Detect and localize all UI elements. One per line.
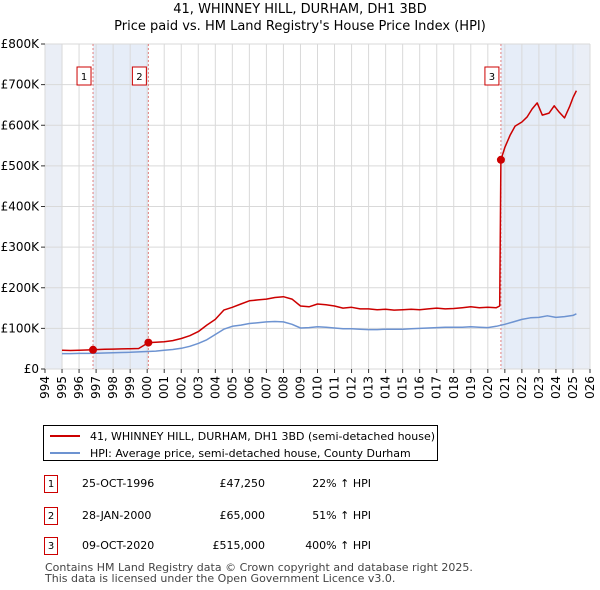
x-tick-label: 2021 [498,376,512,400]
y-tick-label: £200K [1,281,41,295]
transaction-hpi-diff: 22% ↑ HPI [312,477,371,490]
chart-title-line2: Price paid vs. HM Land Registry's House … [114,19,486,34]
annotation-box [131,66,147,86]
y-tick-label: £600K [1,118,41,132]
x-tick-label: 2026 [583,376,597,400]
legend-item-hpi: HPI: Average price, semi-detached house,… [50,445,411,461]
x-tick-label: 2010 [311,376,325,400]
transaction-hpi-diff: 51% ↑ HPI [312,509,371,522]
x-tick-label: 2012 [345,376,359,400]
transaction-price: £65,000 [219,509,266,522]
y-tick-label: £100K [1,321,41,335]
legend-label-hpi: HPI: Average price, semi-detached house,… [90,446,411,460]
x-tick-label: 2000 [140,376,154,400]
transaction-number-badge: 2 [44,507,58,525]
transaction-date: 25-OCT-1996 [82,477,155,490]
x-tick-label: 2023 [532,376,546,400]
x-tick-label: 2022 [515,376,529,400]
x-tick-label: 2006 [242,376,256,400]
x-tick-label: 1998 [106,376,120,400]
x-tick-label: 1995 [55,376,69,400]
x-tick-label: 2004 [208,376,222,400]
x-tick-label: 2005 [225,376,239,400]
y-tick-label: £700K [1,78,41,92]
y-tick-label: £0 [24,362,39,376]
legend-swatch-hpi [50,452,80,454]
transaction-number-badge: 1 [44,475,58,493]
sale-point [89,345,98,354]
x-tick-label: 2024 [549,376,563,400]
transaction-date: 28-JAN-2000 [82,509,152,522]
transaction-number-badge: 3 [44,537,58,555]
transaction-price: £515,000 [212,539,266,552]
legend-label-property: 41, WHINNEY HILL, DURHAM, DH1 3BD (semi-… [90,429,436,443]
x-tick-label: 2011 [328,376,342,400]
chart-title-line1: 41, WHINNEY HILL, DURHAM, DH1 3BD [173,2,427,17]
annotation-label: 3 [489,72,495,83]
y-tick-label: £500K [1,159,41,173]
x-tick-label: 1997 [89,376,103,400]
annotation-box [76,66,92,86]
chart-legend: 41, WHINNEY HILL, DURHAM, DH1 3BD (semi-… [43,425,438,461]
transaction-price: £47,250 [219,477,266,490]
y-tick-label: £400K [1,200,41,214]
y-tick-label: £800K [1,37,41,51]
transaction-row: 1 25-OCT-1996 £47,250 22% ↑ HPI [0,475,600,499]
annotation-label: 1 [81,72,87,83]
x-tick-label: 2008 [276,376,290,400]
annotation-box [484,66,500,86]
x-tick-label: 2001 [157,376,171,400]
x-tick-label: 2019 [464,376,478,400]
legend-item-property: 41, WHINNEY HILL, DURHAM, DH1 3BD (semi-… [50,428,435,444]
footer-licence: This data is licensed under the Open Gov… [45,572,396,585]
x-tick-label: 1999 [123,376,137,400]
x-tick-label: 2016 [413,376,427,400]
x-tick-label: 1996 [72,376,86,400]
x-tick-label: 2014 [379,376,393,400]
x-tick-label: 2025 [566,376,580,400]
x-tick-label: 2009 [293,376,307,400]
transaction-row: 2 28-JAN-2000 £65,000 51% ↑ HPI [0,507,600,531]
series-line-hpi [62,313,577,355]
x-tick-label: 2013 [362,376,376,400]
x-tick-label: 2002 [174,376,188,400]
x-tick-label: 1994 [38,376,52,400]
legend-swatch-property [50,435,80,437]
transaction-hpi-diff: 400% ↑ HPI [305,539,371,552]
series-line-property [61,90,578,352]
x-tick-label: 2020 [481,376,495,400]
sale-point [144,338,153,347]
x-tick-label: 2018 [447,376,461,400]
x-tick-label: 2017 [430,376,444,400]
transaction-row: 3 09-OCT-2020 £515,000 400% ↑ HPI [0,537,600,561]
transaction-date: 09-OCT-2020 [82,539,155,552]
y-tick-label: £300K [1,240,41,254]
x-tick-label: 2015 [396,376,410,400]
sale-point [496,155,505,164]
footer-copyright: Contains HM Land Registry data © Crown c… [45,561,473,574]
x-tick-label: 2003 [191,376,205,400]
x-tick-label: 2007 [259,376,273,400]
price-chart: 1 2 3 1994 1995 1996 1997 1998 1999 2000 2001 2002… [1,37,597,400]
annotation-label: 2 [136,72,142,83]
